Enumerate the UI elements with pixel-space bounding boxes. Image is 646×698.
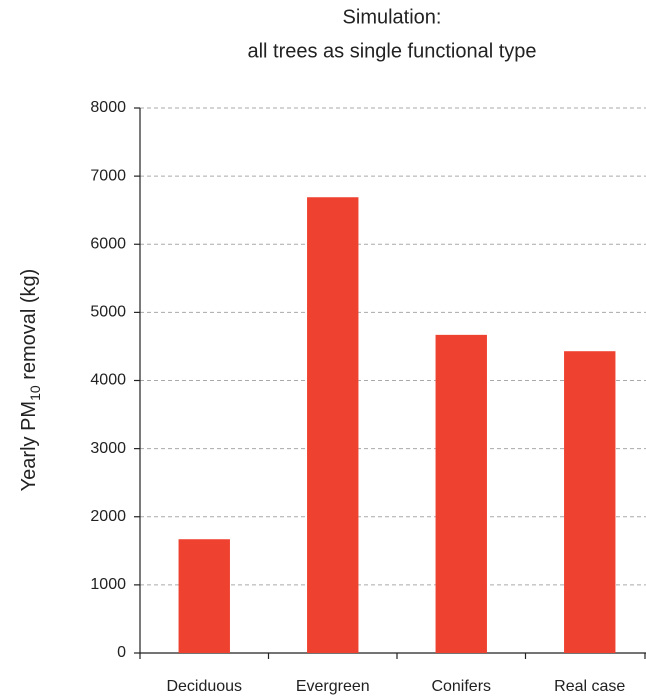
y-tick-label: 5000 xyxy=(90,304,126,321)
bar xyxy=(435,334,487,653)
y-axis-label-text: Yearly PM xyxy=(18,401,40,491)
bar xyxy=(564,351,616,653)
y-tick-label: 6000 xyxy=(90,235,126,252)
y-axis-label: Yearly PM10 removal (kg) xyxy=(18,269,42,492)
y-tick-label: 8000 xyxy=(90,99,126,116)
chart-title: Simulation: xyxy=(343,6,442,28)
y-axis-label-subscript: 10 xyxy=(27,385,43,401)
y-tick-label: 0 xyxy=(117,644,126,661)
y-tick-label: 3000 xyxy=(90,440,126,457)
y-tick-label: 1000 xyxy=(90,576,126,593)
y-axis-label-text: removal (kg) xyxy=(18,269,40,386)
y-tick-label: 2000 xyxy=(90,508,126,525)
y-tick-label: 7000 xyxy=(90,167,126,184)
x-tick-label: Conifers xyxy=(431,678,491,695)
bar xyxy=(178,539,230,653)
bar xyxy=(307,197,359,653)
x-tick-label: Deciduous xyxy=(166,678,242,695)
y-tick-label: 4000 xyxy=(90,372,126,389)
x-tick-label: Real case xyxy=(554,678,625,695)
x-tick-label: Evergreen xyxy=(296,678,370,695)
chart-title: all trees as single functional type xyxy=(247,40,536,62)
